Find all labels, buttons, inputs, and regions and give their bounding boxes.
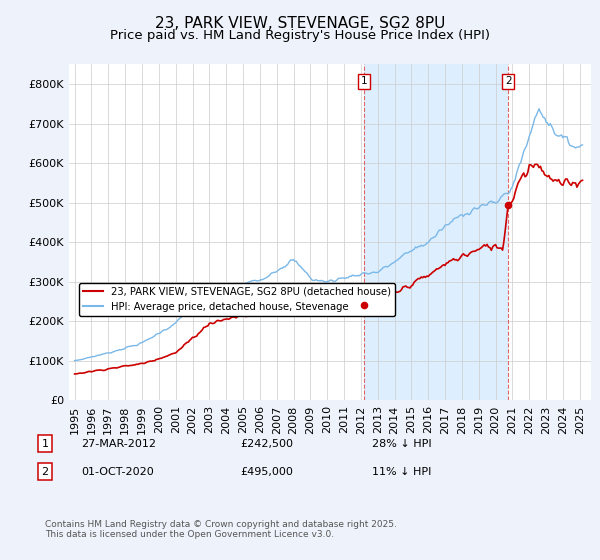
Point (359, 300, 368, 309)
Point (503, 200, 513, 209)
Text: 1: 1 (41, 438, 49, 449)
Text: 11% ↓ HPI: 11% ↓ HPI (372, 466, 431, 477)
Text: 01-OCT-2020: 01-OCT-2020 (81, 466, 154, 477)
Text: £242,500: £242,500 (240, 438, 293, 449)
Text: 1: 1 (361, 76, 367, 86)
Text: Contains HM Land Registry data © Crown copyright and database right 2025.
This d: Contains HM Land Registry data © Crown c… (45, 520, 397, 539)
Text: 2: 2 (41, 466, 49, 477)
Text: 2: 2 (505, 76, 512, 86)
Text: 28% ↓ HPI: 28% ↓ HPI (372, 438, 431, 449)
Text: £495,000: £495,000 (240, 466, 293, 477)
Text: 23, PARK VIEW, STEVENAGE, SG2 8PU: 23, PARK VIEW, STEVENAGE, SG2 8PU (155, 16, 445, 31)
Text: Price paid vs. HM Land Registry's House Price Index (HPI): Price paid vs. HM Land Registry's House … (110, 29, 490, 42)
Bar (364, 64, 508, 400)
Text: 27-MAR-2012: 27-MAR-2012 (81, 438, 156, 449)
Legend: 23, PARK VIEW, STEVENAGE, SG2 8PU (detached house), HPI: Average price, detached: 23, PARK VIEW, STEVENAGE, SG2 8PU (detac… (79, 283, 395, 316)
